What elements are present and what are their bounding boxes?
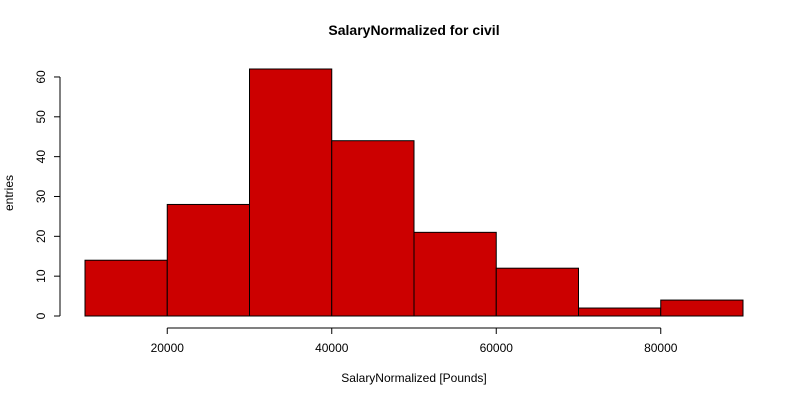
y-tick-label-6: 60 [34, 70, 48, 84]
bars-group [84, 68, 744, 317]
histogram-bar-6 [578, 307, 662, 317]
y-axis-label: entries [2, 175, 16, 211]
x-axis: 20000 40000 60000 80000 [151, 327, 678, 355]
histogram-bar-0 [84, 259, 168, 317]
x-tick-label-2: 60000 [480, 341, 514, 355]
y-tick-label-4: 40 [34, 150, 48, 164]
histogram-bar-3 [331, 140, 415, 317]
y-axis: 0 10 20 30 40 50 60 [34, 70, 61, 319]
histogram-bar-2 [249, 68, 333, 317]
y-tick-label-0: 0 [34, 312, 48, 319]
y-tick-label-3: 30 [34, 189, 48, 203]
histogram-bar-4 [413, 231, 497, 317]
histogram-bar-7 [660, 299, 744, 317]
x-axis-label: SalaryNormalized [Pounds] [341, 371, 486, 385]
histogram-bar-1 [166, 203, 250, 317]
x-tick-label-0: 20000 [151, 341, 185, 355]
x-tick-label-1: 40000 [315, 341, 349, 355]
chart-title: SalaryNormalized for civil [328, 22, 499, 38]
histogram-bar-5 [495, 267, 579, 317]
y-tick-label-5: 50 [34, 110, 48, 124]
x-tick-label-3: 80000 [644, 341, 678, 355]
y-tick-label-2: 20 [34, 229, 48, 243]
y-tick-label-1: 10 [34, 269, 48, 283]
